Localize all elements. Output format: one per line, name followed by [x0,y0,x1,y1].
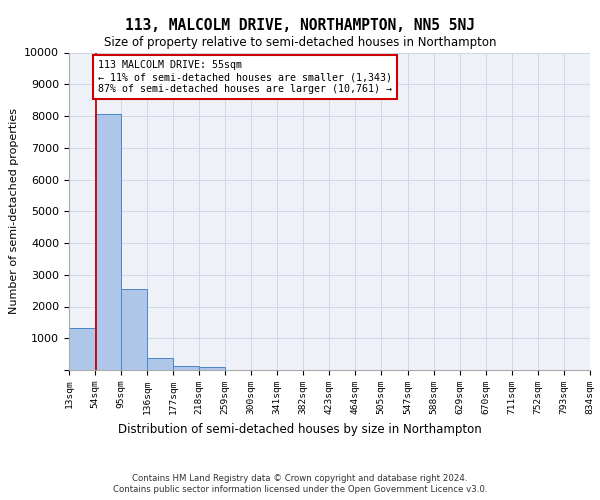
Bar [121,290,147,370]
Bar [173,366,199,370]
Text: Size of property relative to semi-detached houses in Northampton: Size of property relative to semi-detach… [104,36,496,49]
Text: 113 MALCOLM DRIVE: 55sqm
← 11% of semi-detached houses are smaller (1,343)
87% o: 113 MALCOLM DRIVE: 55sqm ← 11% of semi-d… [98,60,392,94]
Text: Distribution of semi-detached houses by size in Northampton: Distribution of semi-detached houses by … [118,422,482,436]
Bar [69,328,95,370]
Text: 113, MALCOLM DRIVE, NORTHAMPTON, NN5 5NJ: 113, MALCOLM DRIVE, NORTHAMPTON, NN5 5NJ [125,18,475,32]
Y-axis label: Number of semi-detached properties: Number of semi-detached properties [9,108,19,314]
Bar [95,114,121,370]
Bar [147,358,173,370]
Bar [199,368,225,370]
Text: Contains HM Land Registry data © Crown copyright and database right 2024.
Contai: Contains HM Land Registry data © Crown c… [113,474,487,494]
